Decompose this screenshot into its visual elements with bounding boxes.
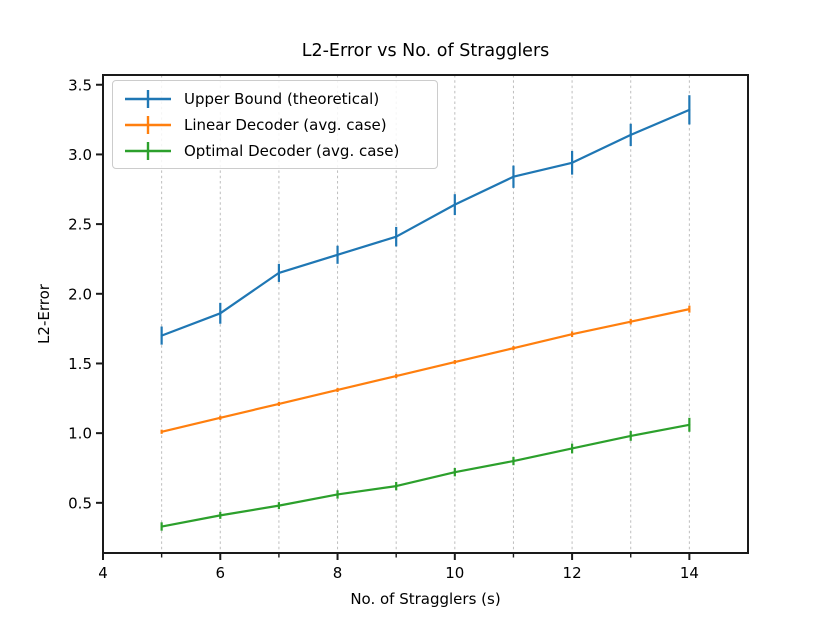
series-line-linear-decoder-avg-case	[160, 308, 691, 433]
legend-item-linear-decoder: Linear Decoder (avg. case)	[123, 112, 427, 138]
errorbar-handle-icon	[125, 116, 171, 134]
errorbar-handle-icon	[125, 142, 171, 160]
x-tick-label: 4	[98, 564, 108, 582]
legend-item-optimal-decoder: Optimal Decoder (avg. case)	[123, 138, 427, 164]
x-tick-label: 14	[680, 564, 699, 582]
y-tick-label: 2.5	[68, 216, 92, 234]
y-tick-label: 1.5	[68, 355, 92, 373]
x-axis-label: No. of Stragglers (s)	[350, 590, 501, 608]
x-tick-label: 12	[563, 564, 582, 582]
series-line-upper-bound-theoretical	[160, 108, 691, 337]
x-tick-label: 6	[215, 564, 225, 582]
x-tick-label: 10	[445, 564, 464, 582]
y-tick-label: 3.0	[68, 146, 92, 164]
legend: Upper Bound (theoretical) Linear Decoder…	[112, 80, 438, 169]
y-axis-label: L2-Error	[35, 284, 53, 344]
x-tick-label: 8	[333, 564, 343, 582]
legend-label: Optimal Decoder (avg. case)	[184, 141, 400, 160]
y-tick-label: 2.0	[68, 285, 92, 303]
legend-label: Upper Bound (theoretical)	[184, 89, 380, 108]
y-tick-label: 0.5	[68, 494, 92, 512]
errorbar-handle-icon	[125, 90, 171, 108]
chart-title: L2-Error vs No. of Stragglers	[301, 41, 550, 61]
axes-spines	[102, 74, 749, 554]
series-line-optimal-decoder-avg-case	[160, 423, 691, 528]
legend-label: Linear Decoder (avg. case)	[184, 115, 387, 134]
legend-item-upper-bound: Upper Bound (theoretical)	[123, 86, 427, 112]
y-tick-label: 1.0	[68, 425, 92, 443]
y-tick-label: 3.5	[68, 76, 92, 94]
